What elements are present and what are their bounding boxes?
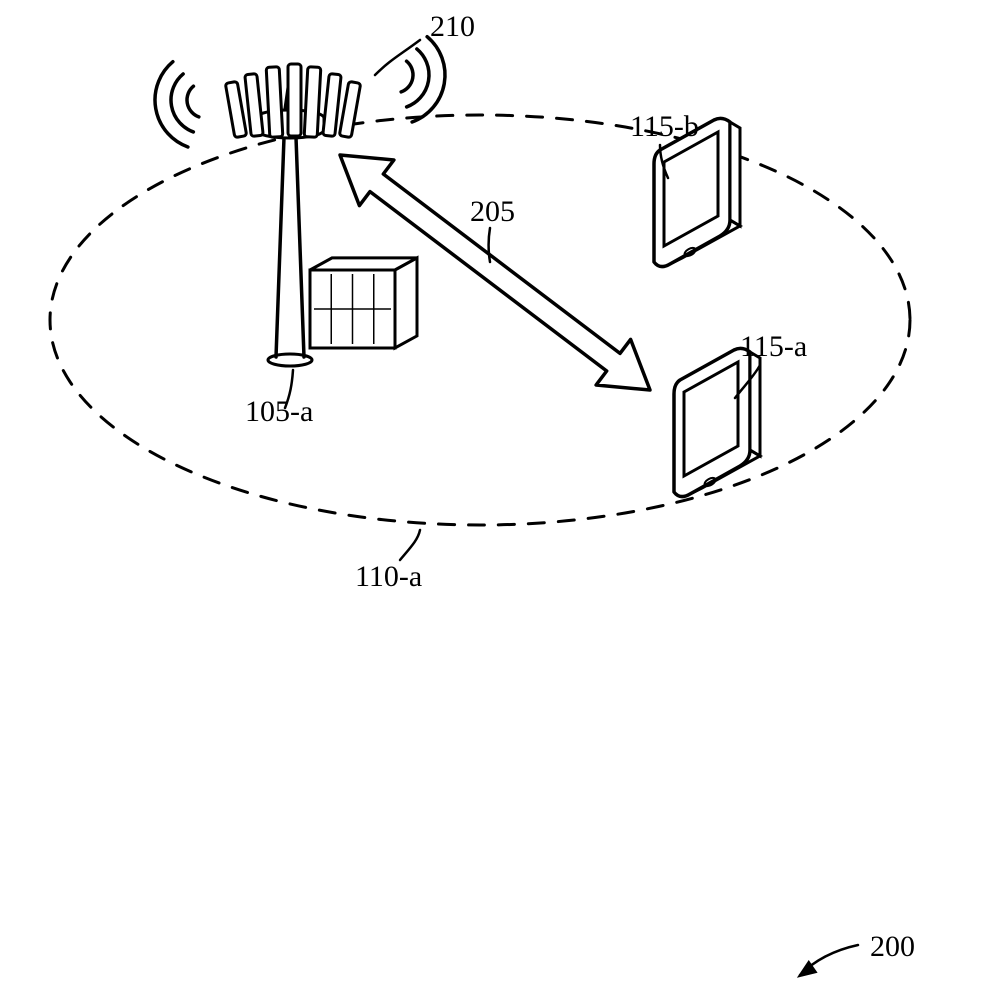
label-200: 200 xyxy=(870,930,915,964)
label-105a: 105-a xyxy=(245,395,313,429)
label-115b: 115-b xyxy=(630,110,699,144)
leader-l110a xyxy=(400,530,420,560)
diagram-canvas: 210 115-b 205 115-a 105-a 110-a 200 xyxy=(0,0,1000,995)
diagram-svg xyxy=(0,0,1000,995)
leader-l205 xyxy=(489,228,491,262)
label-210: 210 xyxy=(430,10,475,44)
equipment-box xyxy=(310,258,417,348)
label-110a: 110-a xyxy=(355,560,422,594)
phone-115a xyxy=(674,348,760,496)
label-205: 205 xyxy=(470,195,515,229)
label-115a: 115-a xyxy=(740,330,807,364)
coverage-ellipse xyxy=(50,115,910,525)
